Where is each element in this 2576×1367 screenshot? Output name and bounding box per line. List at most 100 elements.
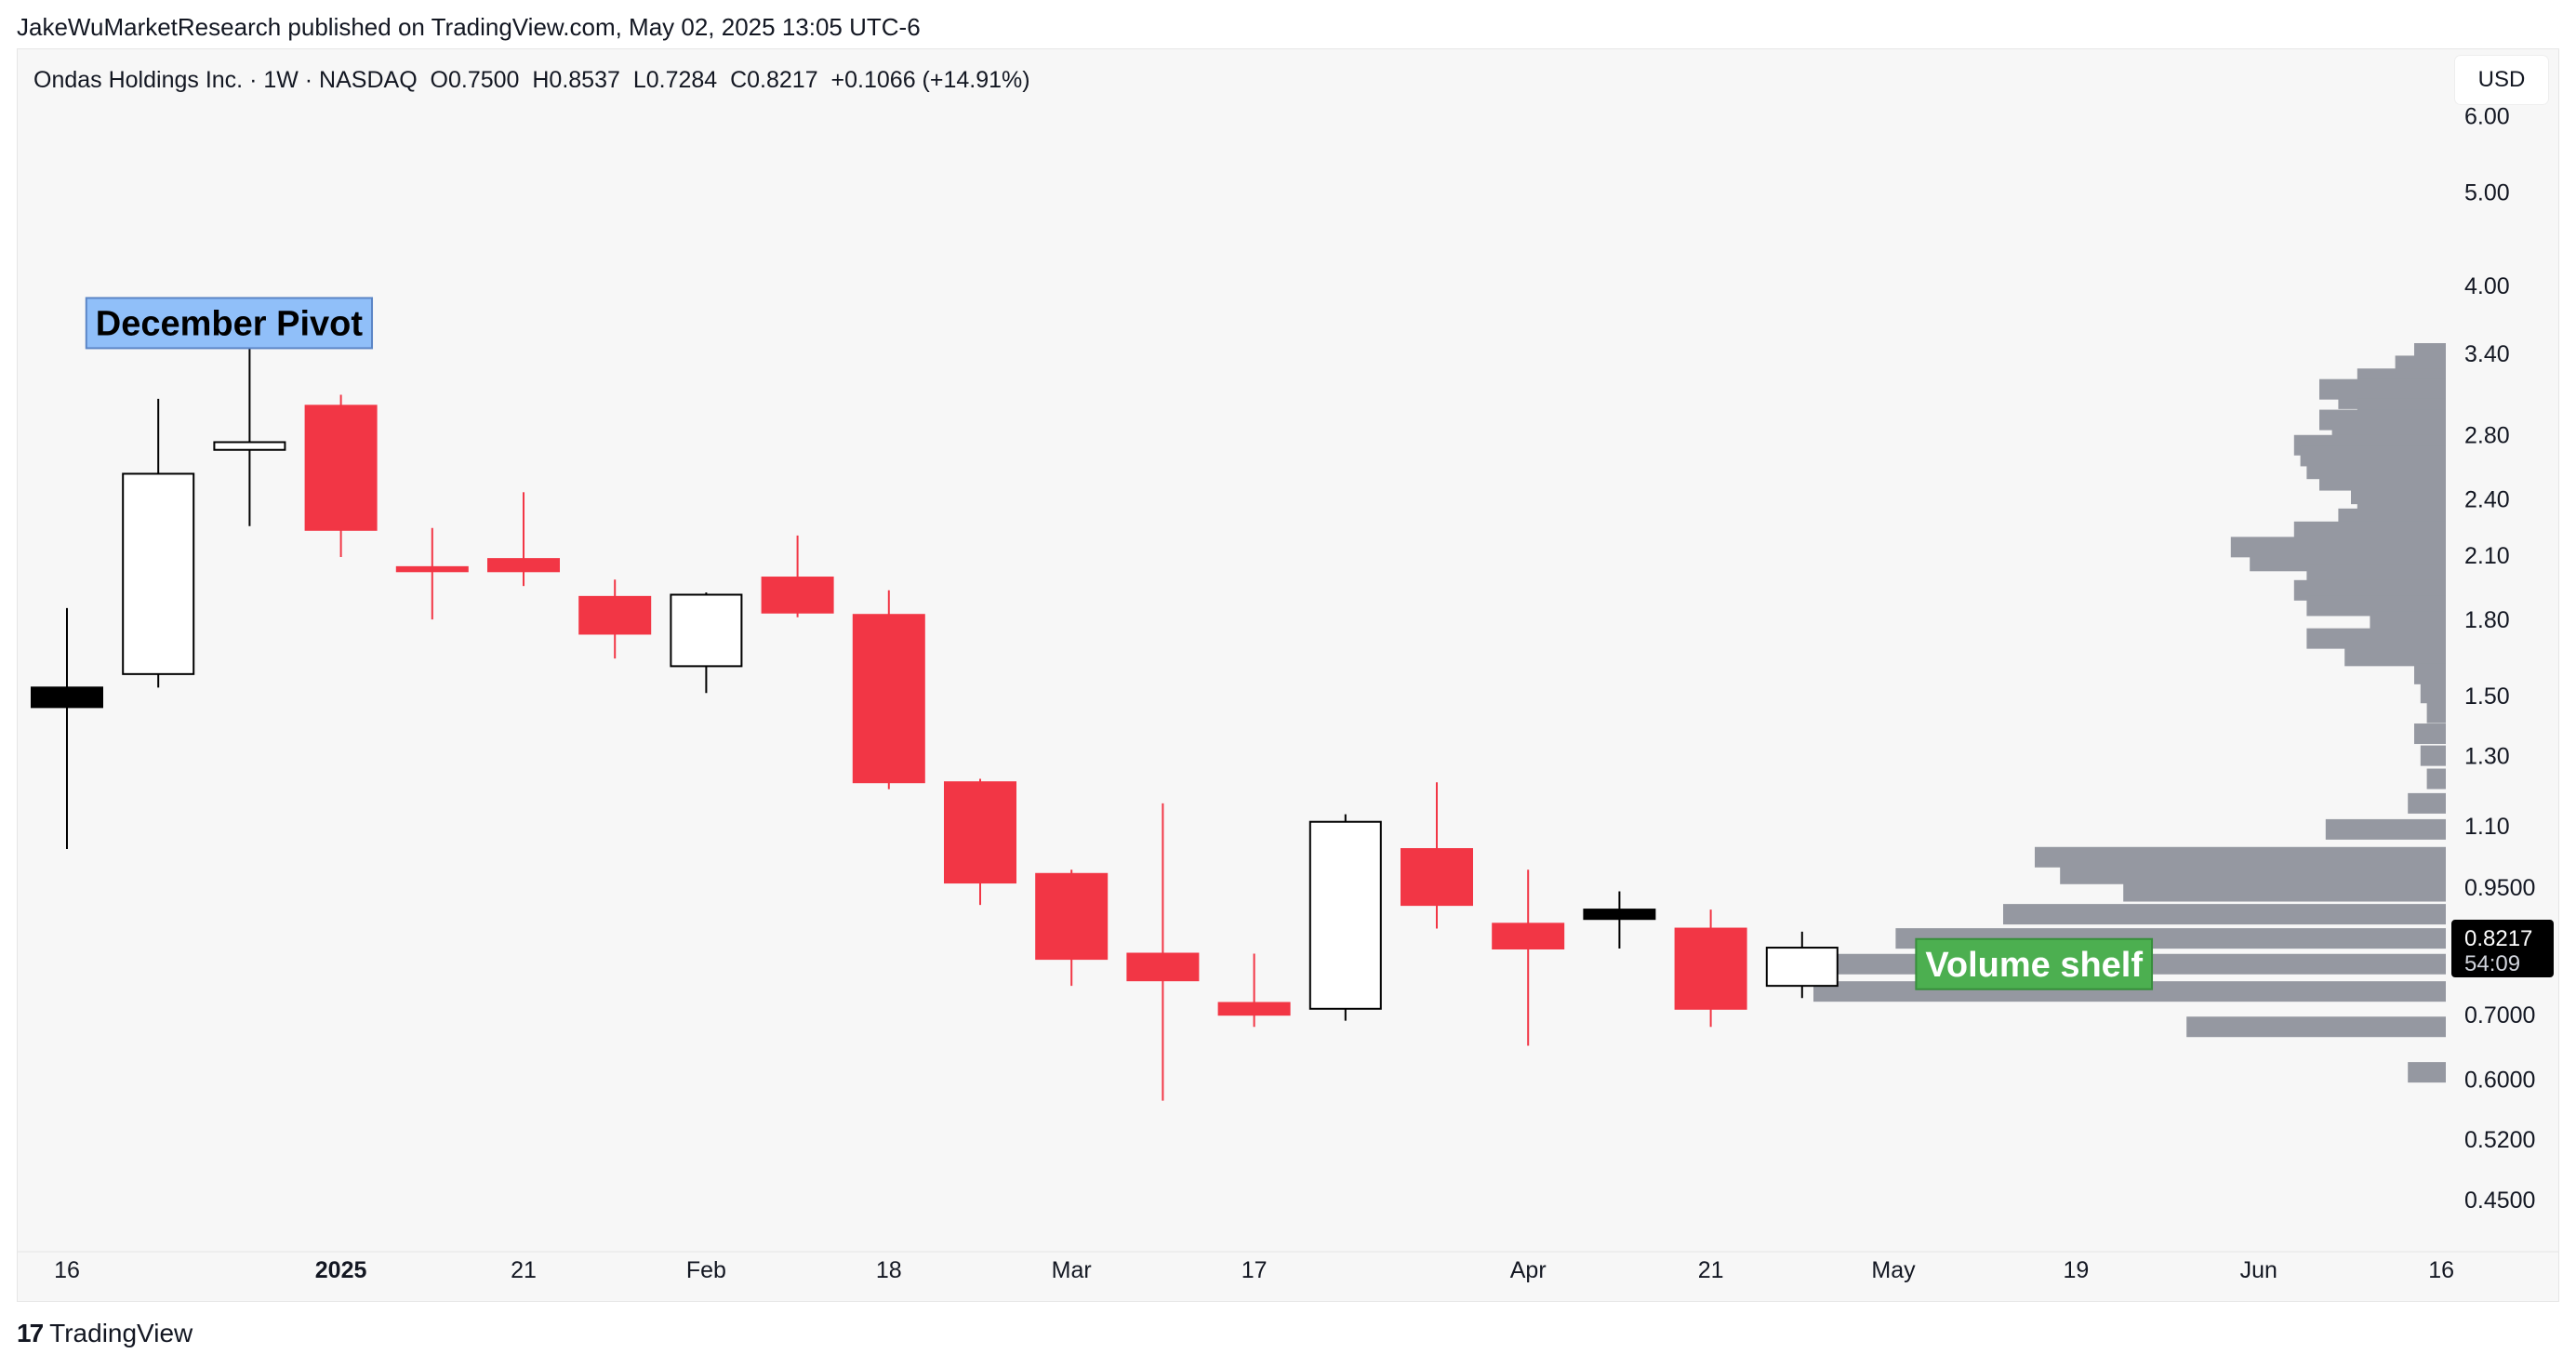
candle-body [122, 472, 195, 675]
candle[interactable] [852, 590, 925, 790]
candle-body [578, 595, 652, 635]
candle[interactable] [1765, 931, 1839, 999]
volume-profile-bar [2414, 663, 2446, 684]
volume-profile-bar [2293, 579, 2446, 601]
tradingview-logo[interactable]: 17 TradingView [17, 1319, 193, 1348]
volume-profile-bar [2306, 595, 2446, 617]
last-price-label: 0.8217 [2464, 926, 2532, 951]
candle[interactable] [670, 592, 743, 694]
y-tick-label: 1.30 [2464, 744, 2510, 770]
x-tick-label: May [1871, 1257, 1916, 1283]
publisher-credit: JakeWuMarketResearch published on Tradin… [17, 13, 921, 41]
candle[interactable] [1583, 891, 1656, 949]
x-tick-label: 18 [876, 1257, 902, 1283]
volume-profile-bar [2408, 1062, 2446, 1083]
volume-profile-bar [2414, 723, 2446, 745]
volume-profile-bar [2426, 768, 2446, 790]
y-tick-label: 3.40 [2464, 341, 2510, 367]
candle-body [1765, 947, 1839, 988]
candle[interactable] [1401, 782, 1473, 929]
x-tick-label: 21 [511, 1257, 537, 1283]
volume-profile-bar [2293, 521, 2446, 542]
candle[interactable] [944, 778, 1016, 906]
volume-profile-bar [2060, 863, 2446, 884]
candle-body [1217, 1002, 1291, 1016]
symbol-legend: Ondas Holdings Inc. · 1W · NASDAQ O0.750… [33, 67, 1030, 94]
candle-body [944, 781, 1016, 884]
candle-body [1126, 952, 1200, 982]
candle-body [1583, 909, 1656, 921]
candle[interactable] [1674, 909, 1747, 1028]
volume-profile-bar [2426, 702, 2446, 723]
candle-body [1308, 820, 1382, 1010]
x-tick-label: Feb [686, 1257, 726, 1283]
candle-body [213, 441, 286, 451]
annotation-volume-shelf: Volume shelf [1925, 946, 2143, 985]
candle[interactable] [487, 492, 560, 587]
y-tick-label: 1.80 [2464, 607, 2510, 633]
y-tick-label: 4.00 [2464, 273, 2510, 299]
volume-profile-bar [2186, 1016, 2446, 1038]
y-tick-label: 6.00 [2464, 103, 2510, 129]
candle[interactable] [213, 347, 286, 526]
chart-pane[interactable] [17, 48, 2559, 1302]
x-tick-label: 16 [2428, 1257, 2454, 1283]
candle-body [852, 614, 925, 784]
x-tick-label: 16 [54, 1257, 80, 1283]
legend-low: L0.7284 [632, 67, 718, 93]
candle[interactable] [1308, 814, 1382, 1021]
volume-profile-bar [2035, 846, 2446, 868]
candle-body [31, 686, 103, 709]
legend-open: O0.7500 [430, 67, 520, 93]
x-tick-label: Jun [2240, 1257, 2277, 1283]
candle-body [1492, 922, 1565, 949]
volume-profile-bar [2408, 792, 2446, 814]
candle[interactable] [395, 527, 469, 620]
tradingview-wordmark: TradingView [49, 1319, 193, 1347]
candle-body [670, 593, 743, 668]
candle[interactable] [31, 607, 103, 850]
tradingview-mark-icon: 17 [17, 1319, 44, 1347]
candle-body [487, 558, 560, 573]
y-tick-label: 1.10 [2464, 814, 2510, 840]
candle[interactable] [1217, 953, 1291, 1028]
annotation-volume-shelf-box[interactable] [1915, 937, 2154, 990]
candle[interactable] [304, 394, 378, 557]
legend-close: C0.8217 [730, 67, 818, 93]
candle-body [1401, 848, 1473, 907]
volume-profile-bar [2123, 881, 2446, 902]
candle-body [395, 565, 469, 573]
currency-button[interactable]: USD [2455, 56, 2548, 104]
legend-symbol: Ondas Holdings Inc. · 1W · NASDAQ [33, 67, 418, 93]
annotation-december-pivot: December Pivot [96, 304, 364, 343]
candle[interactable] [122, 398, 195, 688]
volume-profile-bar [2370, 611, 2446, 632]
x-tick-label: 21 [1698, 1257, 1724, 1283]
x-tick-label: Mar [1052, 1257, 1092, 1283]
y-tick-label: 2.80 [2464, 422, 2510, 448]
candle-body [761, 577, 834, 614]
candle[interactable] [1492, 869, 1565, 1046]
y-tick-label: 0.4500 [2464, 1188, 2535, 1214]
volume-profile-bar [2420, 683, 2446, 704]
y-tick-label: 0.6000 [2464, 1068, 2535, 1094]
last-price-tag [2451, 920, 2554, 978]
candle[interactable] [1126, 803, 1200, 1101]
volume-profile-bar [2420, 745, 2446, 766]
candle[interactable] [761, 535, 834, 617]
y-tick-label: 0.9500 [2464, 875, 2535, 901]
legend-change: +0.1066 (+14.91%) [830, 67, 1030, 93]
candle[interactable] [1035, 869, 1109, 987]
candle[interactable] [578, 579, 652, 659]
x-tick-label: 2025 [315, 1257, 367, 1283]
countdown-label: 54:09 [2464, 951, 2520, 976]
candle-body [1674, 927, 1747, 1010]
y-tick-label: 0.7000 [2464, 1002, 2535, 1029]
volume-profile-bar [2325, 818, 2446, 840]
x-tick-label: Apr [1510, 1257, 1547, 1283]
candle-body [1035, 872, 1109, 961]
annotation-december-pivot-box[interactable] [85, 297, 374, 350]
y-tick-label: 2.10 [2464, 543, 2510, 569]
volume-profile-bar [2306, 628, 2446, 649]
